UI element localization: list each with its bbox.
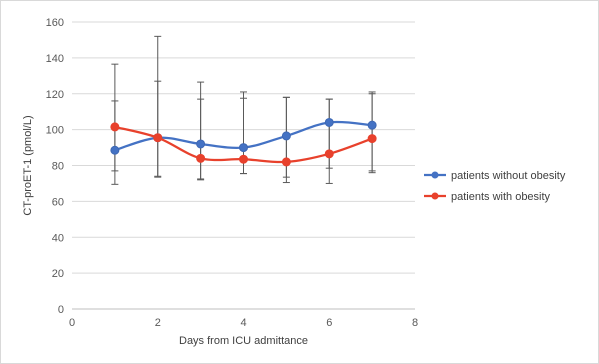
legend-marker-1 <box>431 171 439 179</box>
data-point-s2-x6 <box>324 149 334 159</box>
data-point-s1-x4 <box>239 143 248 153</box>
legend-label-1: patients without obesity <box>451 170 566 182</box>
y-tick-label-20: 20 <box>52 268 64 280</box>
x-tick-label-0: 0 <box>69 317 75 329</box>
data-point-s1-x7 <box>367 120 377 130</box>
data-point-s2-x3 <box>196 153 206 163</box>
x-tick-label-8: 8 <box>412 317 418 329</box>
data-point-s2-x1 <box>110 122 120 132</box>
x-tick-label-4: 4 <box>240 317 246 329</box>
y-tick-label-160: 160 <box>46 17 64 29</box>
data-point-s2-x2 <box>153 133 163 143</box>
data-point-s1-x6 <box>324 117 334 127</box>
data-point-s1-x1 <box>110 145 120 155</box>
y-tick-label-0: 0 <box>58 304 64 316</box>
data-point-s2-x4 <box>239 154 248 164</box>
data-point-s1-x3 <box>196 139 206 149</box>
legend-marker-2 <box>431 192 439 200</box>
x-tick-label-2: 2 <box>155 317 161 329</box>
y-tick-label-40: 40 <box>52 232 64 244</box>
legend-label-2: patients with obesity <box>451 191 551 203</box>
data-point-s2-x5 <box>281 157 291 167</box>
data-point-s2-x7 <box>367 134 377 144</box>
y-tick-label-100: 100 <box>46 125 64 137</box>
y-tick-label-120: 120 <box>46 89 64 101</box>
y-tick-label-80: 80 <box>52 161 64 173</box>
x-axis-title: Days from ICU admittance <box>179 335 308 347</box>
y-tick-label-140: 140 <box>46 53 64 65</box>
y-tick-label-60: 60 <box>52 196 64 208</box>
data-point-s1-x5 <box>281 131 291 141</box>
x-tick-label-6: 6 <box>326 317 332 329</box>
y-axis-title: CT-proET-1 (pmol/L) <box>22 115 34 215</box>
